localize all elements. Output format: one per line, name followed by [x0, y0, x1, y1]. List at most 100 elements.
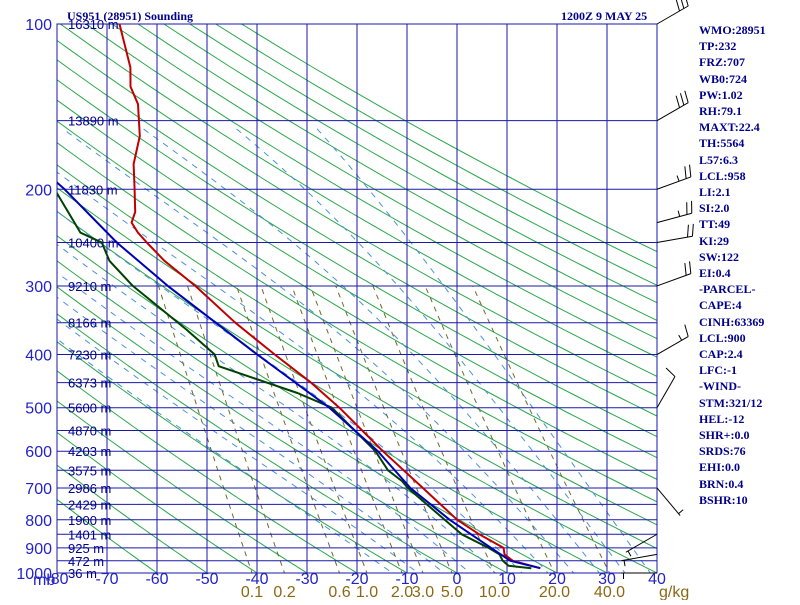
- height-label: 11830 m: [68, 182, 118, 197]
- wind-barb: [657, 224, 693, 243]
- index-item: HEL:-12: [699, 411, 766, 427]
- index-item: SI:2.0: [699, 200, 766, 216]
- index-item: LFC:-1: [699, 362, 766, 378]
- height-label: 1900 m: [68, 513, 111, 528]
- wind-barb: [657, 261, 691, 286]
- height-label: 6373 m: [68, 376, 111, 391]
- index-item: LCL:900: [699, 330, 766, 346]
- wind-barb-half-flag: [678, 211, 680, 217]
- dry-adiabat: [101, 0, 800, 585]
- height-label: 4870 m: [68, 423, 111, 438]
- mixing-ratio-label: 20.0: [539, 584, 570, 600]
- temperature-tick-label: -30: [295, 571, 318, 588]
- index-item: LCL:958: [699, 168, 766, 184]
- mixing-ratio-label: 0.2: [273, 584, 295, 600]
- dry-adiabat: [0, 0, 800, 585]
- index-item: -WIND-: [699, 378, 766, 394]
- index-item: EI:0.4: [699, 265, 766, 281]
- wind-barb-half-flag: [677, 176, 679, 182]
- mixing-ratio-label: 40.0: [594, 584, 625, 600]
- index-item: CAP:2.4: [699, 346, 766, 362]
- wind-barb-flag: [690, 261, 691, 273]
- wind-barb-flag: [688, 225, 689, 237]
- wind-barb: [657, 165, 691, 190]
- mixing-ratio-line: [425, 286, 560, 585]
- dry-adiabat: [1, 0, 800, 585]
- wind-barb-flag: [692, 224, 693, 236]
- wind-barb-staff: [657, 236, 692, 242]
- wind-barb-staff: [657, 6, 688, 24]
- mixing-ratio-label: 0.1: [241, 584, 263, 600]
- index-item: PW:1.02: [699, 87, 766, 103]
- pressure-tick-label: 300: [25, 279, 52, 296]
- temperature-tick-label: -70: [95, 571, 118, 588]
- height-label: 7230 m: [68, 348, 111, 363]
- wind-barb-staff: [657, 274, 691, 286]
- index-item: LI:2.1: [699, 184, 766, 200]
- temperature-tick-label: -60: [145, 571, 168, 588]
- index-item: RH:79.1: [699, 103, 766, 119]
- index-item: KI:29: [699, 233, 766, 249]
- mixing-ratio-label: 0.6: [328, 584, 350, 600]
- station-title: US951 (28951) Sounding: [67, 9, 193, 23]
- index-item: STM:321/12: [699, 395, 766, 411]
- index-item: WMO:28951: [699, 22, 766, 38]
- wind-barb-flag: [685, 166, 686, 178]
- mixing-ratio-label: 1.0: [356, 584, 378, 600]
- dry-adiabat: [0, 0, 800, 585]
- dry-adiabat: [0, 0, 800, 585]
- wind-barb-staff: [657, 213, 692, 222]
- moist-adiabat: [236, 129, 634, 585]
- pressure-tick-label: 500: [25, 401, 52, 418]
- index-item: TH:5564: [699, 135, 766, 151]
- wind-barb-half-flag: [628, 551, 631, 556]
- index-item: TP:232: [699, 38, 766, 54]
- index-item: SHR+:0.0: [699, 427, 766, 443]
- wind-barb: [657, 488, 683, 516]
- mixing-ratio-label: 10.0: [479, 584, 510, 600]
- index-item: FRZ:707: [699, 54, 766, 70]
- height-label: 13890 m: [68, 114, 119, 129]
- height-label: 36 m: [68, 566, 97, 581]
- wind-barb-flag: [676, 96, 679, 108]
- index-item: MAXT:22.4: [699, 119, 766, 135]
- pressure-tick-label: 600: [25, 444, 52, 461]
- mixing-ratio-label: 3.0: [412, 584, 434, 600]
- wind-barb-flag: [685, 263, 686, 275]
- index-item: -PARCEL-: [699, 281, 766, 297]
- index-item: TT:49: [699, 216, 766, 232]
- pressure-tick-label: 900: [25, 541, 52, 558]
- wind-barb-flag: [680, 0, 683, 9]
- height-label: 2986 m: [68, 481, 111, 496]
- mixing-ratio-unit-label: g/kg: [659, 584, 689, 600]
- index-item: BSHR:10: [699, 492, 766, 508]
- pressure-tick-label: 700: [25, 481, 52, 498]
- index-item: L57:6.3: [699, 152, 766, 168]
- height-label: 5600 m: [68, 401, 111, 416]
- dry-adiabat: [76, 0, 800, 585]
- mixing-ratio-line: [292, 286, 407, 585]
- temperature-tick-label: -50: [195, 571, 218, 588]
- wind-barb: [657, 201, 692, 223]
- wind-barb-staff: [657, 177, 691, 189]
- mixing-ratio-label: 5.0: [441, 584, 463, 600]
- wind-barb: [657, 0, 688, 24]
- moist-adiabat: [143, 129, 609, 585]
- index-item: CINH:63369: [699, 314, 766, 330]
- dry-adiabat: [0, 0, 800, 585]
- dry-adiabat: [0, 0, 800, 585]
- wind-barb-staff: [657, 377, 675, 408]
- height-label: 4203 m: [68, 444, 111, 459]
- wind-barb-half-flag: [679, 510, 684, 514]
- pressure-unit-label: mb: [33, 572, 55, 589]
- wind-barb: [657, 368, 675, 408]
- wind-barb-flag: [685, 91, 688, 103]
- wind-barb-staff: [657, 103, 688, 121]
- wind-barb-staff: [657, 488, 680, 516]
- index-item: BRN:0.4: [699, 476, 766, 492]
- pressure-tick-label: 200: [25, 182, 52, 199]
- mixing-ratio-line: [261, 286, 372, 585]
- height-label: 3575 m: [68, 463, 111, 478]
